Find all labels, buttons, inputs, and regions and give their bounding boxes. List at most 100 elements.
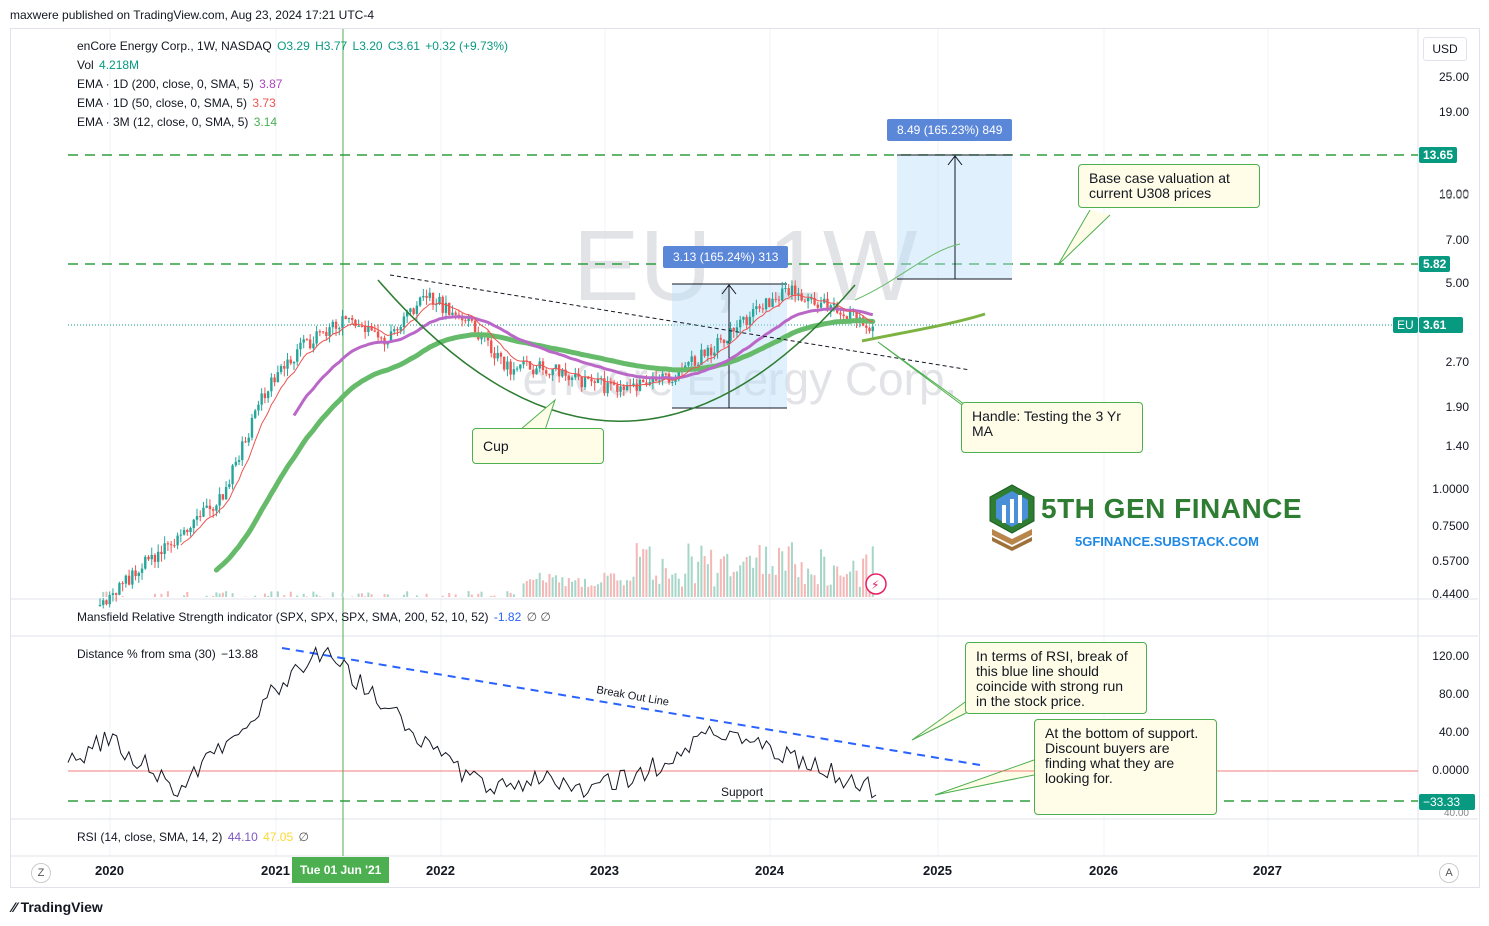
volume-bar xyxy=(263,593,266,597)
volume-bar xyxy=(512,594,515,597)
candle-body xyxy=(577,373,580,377)
candle-body xyxy=(687,361,690,366)
volume-bar xyxy=(532,579,535,597)
candle-body xyxy=(739,319,742,328)
candle-body xyxy=(651,376,655,383)
candle-body xyxy=(486,335,490,341)
volume-bar xyxy=(668,578,671,597)
volume-bar xyxy=(664,568,667,597)
candle-body xyxy=(150,554,153,560)
volume-bar xyxy=(509,592,512,597)
volume-bar xyxy=(719,559,722,597)
candle-body xyxy=(205,505,208,508)
currency-button[interactable]: USD xyxy=(1423,37,1467,61)
ema2-label: EMA · 1D (50, close, 0, SMA, 5) xyxy=(77,96,248,110)
price-tick: 5.00 xyxy=(1445,275,1469,290)
volume-bar xyxy=(677,578,680,597)
candle-body xyxy=(742,316,745,320)
volume-bar xyxy=(797,577,800,597)
volume-bar xyxy=(370,594,373,597)
volume-bar xyxy=(425,593,428,597)
volume-bar xyxy=(493,595,496,597)
candle-body xyxy=(367,325,370,332)
candle-body xyxy=(415,305,419,314)
distance-value: −13.88 xyxy=(221,647,259,661)
price-tick: 7.00 xyxy=(1445,232,1469,247)
rsi-extra: ∅ xyxy=(298,830,309,844)
base-case-pointer xyxy=(1057,209,1111,266)
rsi-pointer xyxy=(911,699,969,741)
note-base-case[interactable]: Base case valuation at current U308 pric… xyxy=(1078,164,1260,208)
candle-body xyxy=(790,285,794,296)
note-handle[interactable]: Handle: Testing the 3 Yr MA xyxy=(961,402,1143,453)
publisher-header: maxwere published on TradingView.com, Au… xyxy=(10,8,374,22)
candle-body xyxy=(273,377,276,383)
volume-bar xyxy=(732,571,735,597)
candle-body xyxy=(402,316,406,327)
volume-bar xyxy=(768,573,771,597)
volume-bar xyxy=(748,555,751,597)
candle-body xyxy=(748,316,752,326)
candle-body xyxy=(528,361,532,370)
volume-bar xyxy=(448,593,451,597)
auto-scale-button[interactable]: A xyxy=(1439,863,1459,883)
volume-bar xyxy=(638,556,641,597)
candle-body xyxy=(816,304,819,308)
candle-body xyxy=(590,378,593,382)
candle-body xyxy=(247,437,250,443)
price-tick: 10.00 xyxy=(1438,187,1469,202)
candle-body xyxy=(199,516,202,518)
fifth-gen-logo-icon xyxy=(989,484,1035,551)
volume-bar xyxy=(331,592,334,597)
volume-bar xyxy=(571,581,574,597)
zoom-button[interactable]: Z xyxy=(31,863,51,883)
breakout-label: Break Out Line xyxy=(595,684,669,709)
candle-body xyxy=(147,556,150,560)
volume-bar xyxy=(564,586,567,597)
volume-bar xyxy=(535,579,538,597)
mansfield-extra: ∅ ∅ xyxy=(526,610,551,624)
volume-bar xyxy=(700,545,703,597)
price-tick: 1.40 xyxy=(1445,438,1469,453)
volume-bar xyxy=(357,593,360,597)
volume-bar xyxy=(713,586,716,597)
tradingview-logo[interactable]: ⁄⁄ TradingView xyxy=(12,899,103,915)
candle-body xyxy=(797,293,800,295)
candle-body xyxy=(545,370,548,374)
rsi-value: 44.10 xyxy=(227,830,258,844)
volume-bar xyxy=(858,586,861,597)
candle-body xyxy=(832,303,836,306)
candle-body xyxy=(312,343,315,349)
candle-body xyxy=(515,368,519,370)
volume-bar xyxy=(289,591,292,597)
candle-body xyxy=(102,600,105,605)
note-rsi[interactable]: In terms of RSI, break of this blue line… xyxy=(965,642,1147,714)
tradingview-logo-icon: ⁄⁄ xyxy=(12,899,17,915)
volume-bar xyxy=(671,574,674,597)
candle-body xyxy=(509,361,512,375)
volume-bar xyxy=(415,595,418,597)
candle-body xyxy=(570,377,574,381)
candle-body xyxy=(645,382,648,386)
volume-bar xyxy=(341,592,344,597)
crosshair-date-label: Tue 01 Jun '21 xyxy=(292,857,390,883)
candle-body xyxy=(234,461,237,466)
note-cup[interactable]: Cup xyxy=(472,428,604,464)
note-support[interactable]: At the bottom of support. Discount buyer… xyxy=(1034,719,1217,815)
volume-bar xyxy=(153,593,156,597)
legend-open: O3.29 xyxy=(277,39,310,53)
candle-body xyxy=(325,332,328,336)
candle-body xyxy=(409,308,412,312)
volume-bar xyxy=(351,596,354,597)
candle-body xyxy=(868,327,871,332)
candle-body xyxy=(289,359,292,364)
volume-bar xyxy=(626,580,629,597)
candle-body xyxy=(693,356,697,366)
volume-bar xyxy=(160,593,163,597)
candle-body xyxy=(535,368,538,375)
volume-bar xyxy=(642,549,645,597)
volume-bar xyxy=(574,580,577,597)
volume-bar xyxy=(587,586,590,597)
volume-bar xyxy=(283,595,286,597)
